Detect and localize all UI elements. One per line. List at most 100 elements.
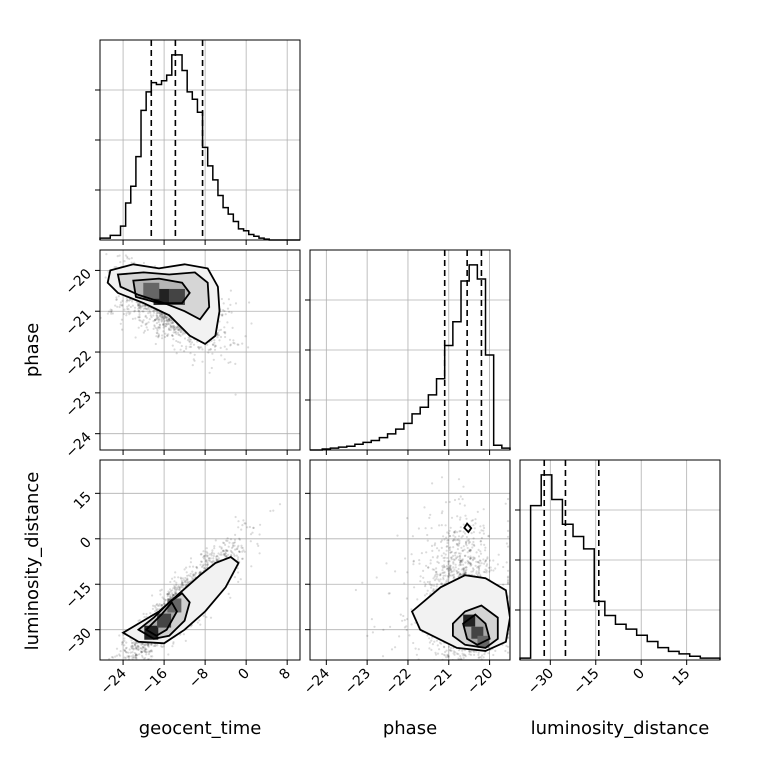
scatter-point	[162, 322, 166, 325]
scatter-point	[164, 315, 167, 318]
scatter-point	[258, 552, 261, 555]
scatter-point	[484, 546, 487, 549]
scatter-point	[145, 316, 148, 319]
scatter-point	[136, 644, 139, 648]
scatter-point	[488, 570, 491, 573]
scatter-point	[117, 295, 120, 298]
scatter-point	[157, 336, 160, 339]
scatter-point	[172, 594, 175, 597]
scatter-point	[171, 594, 174, 597]
scatter-point	[160, 320, 163, 323]
scatter-point	[199, 563, 202, 566]
scatter-point	[203, 567, 206, 570]
scatter-point	[163, 317, 166, 320]
scatter-point	[192, 358, 195, 361]
scatter-point	[442, 556, 445, 560]
scatter-point	[464, 540, 468, 544]
scatter-point	[484, 559, 487, 562]
scatter-point	[146, 644, 150, 647]
scatter-point	[159, 315, 162, 318]
scatter-point	[428, 580, 431, 583]
scatter-point	[443, 646, 446, 649]
scatter-point	[453, 576, 456, 579]
scatter-point	[119, 322, 122, 325]
scatter-point	[142, 307, 145, 310]
scatter-point	[167, 317, 170, 320]
scatter-point	[138, 653, 141, 656]
scatter-point	[250, 322, 253, 325]
scatter-point	[169, 326, 173, 329]
scatter-point	[459, 526, 462, 529]
scatter-point	[153, 309, 156, 312]
scatter-point	[227, 361, 230, 364]
scatter-point	[175, 326, 179, 329]
scatter-point	[129, 311, 132, 314]
scatter-point	[470, 563, 473, 566]
scatter-point	[447, 560, 450, 563]
scatter-point	[166, 593, 169, 596]
scatter-point	[174, 585, 177, 589]
scatter-point	[162, 645, 165, 648]
scatter-point	[211, 352, 214, 355]
scatter-point	[173, 331, 177, 334]
scatter-point	[439, 578, 442, 581]
scatter-point	[171, 325, 174, 328]
scatter-point	[154, 606, 157, 609]
scatter-point	[143, 329, 146, 332]
scatter-point	[161, 316, 164, 320]
scatter-point	[200, 560, 203, 563]
scatter-point	[241, 546, 244, 550]
scatter-point	[138, 316, 141, 319]
scatter-point	[370, 618, 373, 621]
scatter-point	[202, 556, 205, 559]
scatter-point	[132, 656, 135, 659]
scatter-point	[116, 305, 119, 308]
scatter-point	[218, 320, 221, 323]
scatter-point	[473, 527, 476, 530]
scatter-point	[442, 645, 446, 648]
scatter-point	[172, 327, 175, 330]
scatter-point	[174, 592, 177, 595]
scatter-point	[169, 325, 172, 328]
scatter-point	[172, 641, 175, 644]
scatter-point	[446, 568, 449, 571]
scatter-point	[133, 644, 136, 647]
scatter-point	[176, 328, 179, 331]
scatter-point	[447, 532, 450, 535]
scatter-point	[459, 657, 462, 660]
scatter-point	[223, 309, 226, 313]
scatter-point	[171, 334, 174, 338]
scatter-point	[145, 326, 148, 329]
scatter-point	[149, 655, 152, 658]
scatter-point	[129, 651, 132, 654]
scatter-point	[442, 576, 445, 579]
scatter-point	[124, 656, 127, 660]
scatter-point	[153, 318, 157, 322]
scatter-point	[424, 585, 427, 588]
scatter-point	[223, 542, 226, 545]
scatter-point	[223, 345, 226, 348]
scatter-point	[506, 581, 510, 584]
scatter-point	[278, 503, 282, 506]
scatter-point	[469, 653, 473, 657]
panel-frame	[99, 459, 301, 661]
scatter-point	[147, 306, 150, 309]
scatter-point	[224, 548, 227, 552]
scatter-point	[219, 553, 222, 556]
scatter-point	[462, 570, 465, 573]
scatter-point	[137, 316, 140, 319]
scatter-point	[474, 518, 477, 521]
scatter-point	[240, 544, 243, 547]
scatter-point	[114, 304, 117, 307]
scatter-point	[405, 597, 408, 600]
scatter-point	[177, 328, 181, 331]
scatter-point	[442, 535, 445, 538]
scatter-point	[167, 333, 170, 336]
scatter-point	[162, 326, 165, 329]
scatter-point	[434, 653, 438, 656]
scatter-point	[176, 325, 179, 328]
scatter-point	[217, 557, 220, 560]
scatter-point	[457, 552, 461, 555]
scatter-point	[482, 558, 485, 561]
scatter-point	[194, 571, 197, 574]
